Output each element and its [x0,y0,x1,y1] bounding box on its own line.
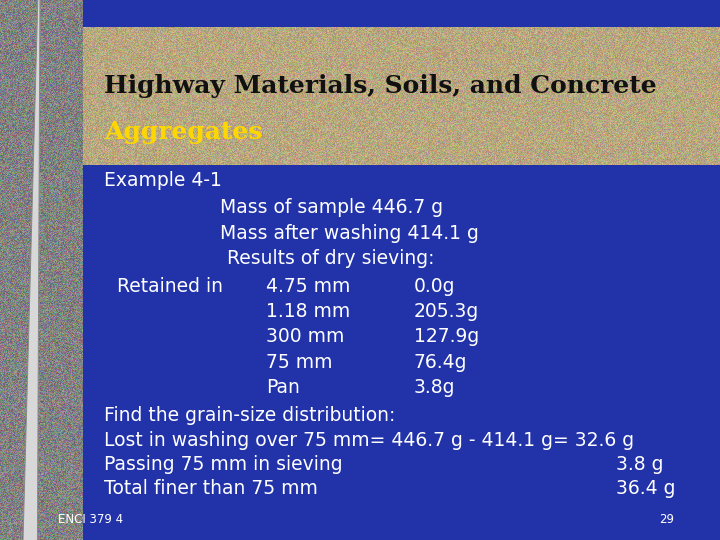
Polygon shape [23,0,40,540]
Text: 0.0g: 0.0g [414,276,456,296]
Text: Retained in: Retained in [117,276,223,296]
Text: Aggregates: Aggregates [104,120,263,144]
Text: 1.18 mm: 1.18 mm [266,302,351,321]
Text: ENCI 379 4: ENCI 379 4 [58,513,122,526]
Text: 4.75 mm: 4.75 mm [266,276,351,296]
Text: 75 mm: 75 mm [266,353,333,372]
Text: Results of dry sieving:: Results of dry sieving: [227,249,434,268]
Text: Highway Materials, Soils, and Concrete: Highway Materials, Soils, and Concrete [104,75,657,98]
Text: Find the grain-size distribution:: Find the grain-size distribution: [104,406,396,426]
Text: 205.3g: 205.3g [414,302,480,321]
Text: Passing 75 mm in sieving: Passing 75 mm in sieving [104,455,343,474]
Text: 300 mm: 300 mm [266,327,345,347]
Text: 76.4g: 76.4g [414,353,467,372]
Text: Mass after washing 414.1 g: Mass after washing 414.1 g [220,224,479,243]
Text: Lost in washing over 75 mm= 446.7 g - 414.1 g= 32.6 g: Lost in washing over 75 mm= 446.7 g - 41… [104,430,634,450]
Text: 3.8g: 3.8g [414,378,456,397]
Text: 29: 29 [659,513,674,526]
Text: Pan: Pan [266,378,300,397]
Text: Total finer than 75 mm: Total finer than 75 mm [104,479,318,498]
Text: 127.9g: 127.9g [414,327,480,347]
Text: Example 4-1: Example 4-1 [104,171,222,191]
Text: 36.4 g: 36.4 g [616,479,675,498]
Text: Mass of sample 446.7 g: Mass of sample 446.7 g [220,198,443,218]
Text: 3.8 g: 3.8 g [616,455,663,474]
